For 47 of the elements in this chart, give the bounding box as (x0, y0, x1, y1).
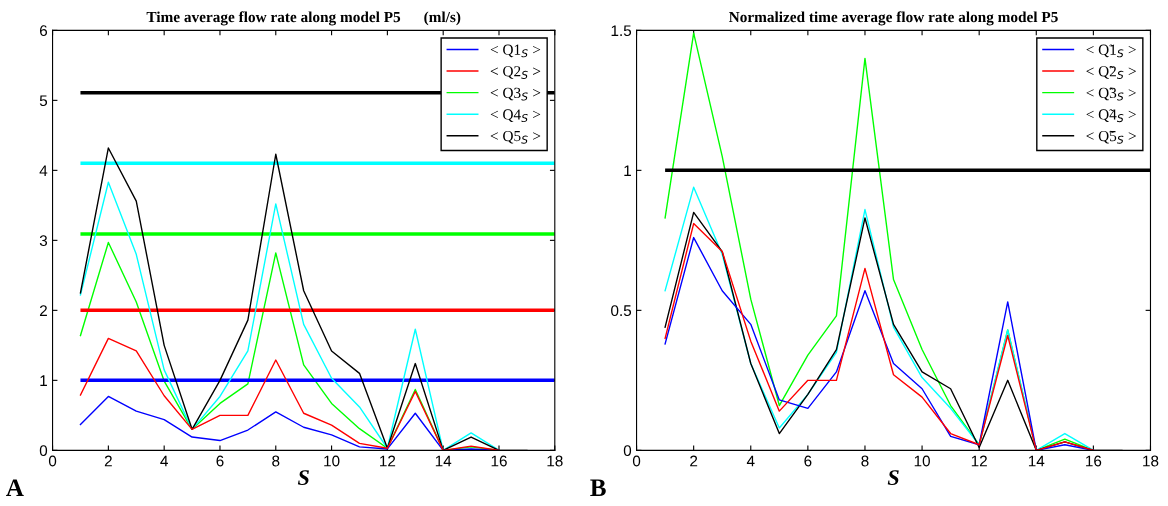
x-tick-label: 10 (914, 455, 930, 467)
x-tick-label: 16 (491, 455, 507, 467)
x-tick-label: 14 (435, 455, 452, 467)
x-tick-label: 2 (104, 455, 112, 467)
y-tick-label: 1 (624, 165, 631, 176)
legend-label: < Q2$_{S}$ > (490, 66, 541, 79)
x-tick-label: 2 (690, 455, 698, 467)
x-tick-label: 14 (1028, 455, 1045, 467)
x-axis-title: S (297, 470, 309, 486)
x-tick-label: 12 (380, 455, 396, 467)
x-tick-label: 10 (324, 455, 340, 467)
chart-title: Time average flow rate along model P5 (ml/s) (146, 11, 461, 26)
x-tick-label: 4 (746, 455, 755, 467)
legend-label: < Q̃3$_{S}$ > (1086, 87, 1136, 101)
legend-label: < Q̃1$_{S}$ > (1086, 44, 1136, 58)
y-tick-label: 0.5 (611, 305, 632, 317)
legend-label: < Q1$_{S}$ > (490, 44, 541, 58)
x-tick-label: 4 (160, 455, 168, 467)
legend-label: < Q̃4$_{S}$ > (1086, 109, 1136, 123)
legend-label: < Q4$_{S}$ > (490, 109, 541, 123)
x-tick-label: 8 (861, 455, 869, 467)
x-axis-title: S (887, 470, 899, 486)
y-tick-label: 5 (39, 95, 48, 107)
y-tick-label: 4 (39, 165, 48, 176)
text: A (6, 479, 24, 496)
chart-title: Normalized time average flow rate along model P5 (728, 11, 1058, 26)
text: B (590, 479, 606, 496)
x-tick-label: 6 (804, 455, 812, 467)
y-tick-label: 0 (623, 445, 632, 457)
x-tick-label: 12 (971, 455, 987, 467)
x-tick-label: 8 (272, 455, 280, 467)
legend-label: < Q̃5$_{S}$ > (1086, 130, 1136, 144)
x-tick-label: 18 (1143, 455, 1159, 467)
legend-label: < Q5$_{S}$ > (490, 130, 541, 144)
legend-label: < Q3$_{S}$ > (490, 87, 541, 101)
y-tick-label: 1.5 (611, 25, 632, 37)
y-tick-label: 2 (39, 305, 47, 316)
x-tick-label: 0 (48, 455, 57, 467)
y-tick-label: 6 (39, 25, 48, 37)
legend-label: < Q̃2$_{S}$ > (1086, 66, 1136, 79)
x-tick-label: 18 (547, 455, 563, 467)
y-tick-label: 0 (39, 445, 48, 457)
y-tick-label: 1 (40, 375, 47, 386)
y-tick-label: 3 (39, 235, 48, 247)
x-tick-label: 6 (216, 455, 224, 467)
x-tick-label: 16 (1086, 455, 1102, 467)
x-tick-label: 0 (632, 455, 641, 467)
